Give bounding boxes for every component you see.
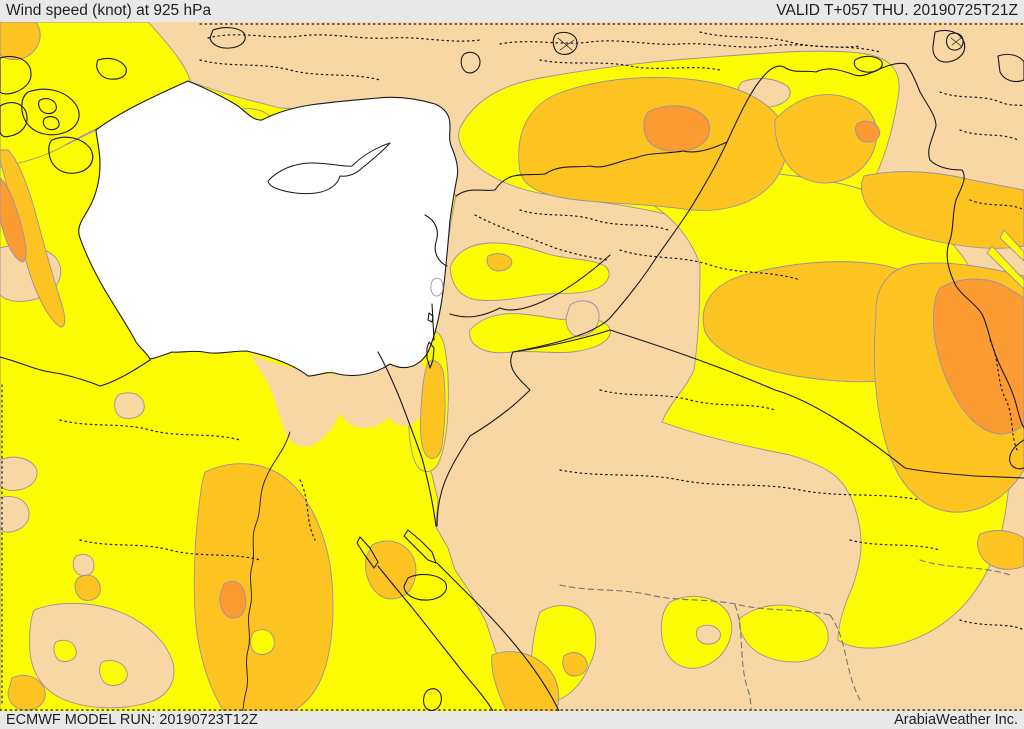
band-region-yellow-hole-saudi xyxy=(250,629,275,655)
band-region-tan-egypt-south xyxy=(29,603,175,709)
border-jordan-saudi xyxy=(436,351,531,527)
calm-area-mediterranean xyxy=(78,80,459,377)
band-region-tan-egypt-5 xyxy=(72,554,95,577)
border-turkey-syria-iran xyxy=(455,62,1024,429)
calm-area-marmara-west xyxy=(96,57,127,80)
island-aegean-1 xyxy=(38,98,57,115)
lake-tuz xyxy=(552,31,578,55)
calm-area-ne-corner xyxy=(997,53,1024,83)
band-region-orange-eturkey xyxy=(855,120,881,143)
coast-egypt-west xyxy=(0,356,151,387)
calm-area-aegean-1 xyxy=(0,55,32,95)
band-region-gold-nw-saudi xyxy=(193,463,334,711)
border-israel-egypt xyxy=(377,351,437,527)
band-region-gold-redsea-coast xyxy=(491,651,560,711)
lake-urmia-hatch xyxy=(950,37,962,47)
calm-area-north-red-sea xyxy=(403,573,447,601)
calm-area-gulf-of-suez xyxy=(356,536,379,569)
band-region-gold-damascus-spot xyxy=(486,253,513,272)
calm-area-dead-sea xyxy=(426,341,435,369)
band-region-tan-egypt-4 xyxy=(114,392,145,419)
lake-tuz-hatch xyxy=(557,37,575,51)
band-region-yellow-bottom-3 xyxy=(738,604,829,663)
band-region-gold-east-turkey xyxy=(774,94,878,184)
border-syria-jordan xyxy=(449,254,611,318)
valid-time-label: VALID T+057 THU. 20190725T21Z xyxy=(776,2,1018,20)
band-region-tan-egypt-2 xyxy=(0,456,38,491)
band-region-orange-hejaz xyxy=(219,580,247,619)
band-region-gold-egypt-spot xyxy=(74,574,101,601)
band-region-gold-gulf-south xyxy=(977,530,1024,570)
river-nile xyxy=(241,431,291,711)
band-region-tan-hole-bottom2 xyxy=(695,624,721,645)
calm-area-lake-urmia xyxy=(932,29,966,63)
calm-area-sea-of-galilee xyxy=(427,312,434,323)
band-region-tan-egypt-3 xyxy=(0,496,30,533)
model-run-label: ECMWF MODEL RUN: 20190723T12Z xyxy=(6,711,258,728)
island-aegean-2 xyxy=(42,116,60,131)
band-region-orange-gulf xyxy=(932,278,1024,435)
band-region-orange-aegean-core xyxy=(0,177,27,263)
dotted-lines xyxy=(0,23,1024,711)
band-region-orange-nsyria xyxy=(643,105,710,152)
band-region-tan-nile-delta xyxy=(250,354,343,447)
band-region-tan-israel-inland xyxy=(377,347,428,426)
island-cyprus xyxy=(267,142,391,195)
band-region-yellow-hole-b xyxy=(99,660,128,686)
band-region-gold-bottom-spot xyxy=(562,652,588,677)
coast-persian-gulf xyxy=(1009,439,1024,470)
dashed-lines xyxy=(559,559,1011,711)
band-region-gold-jordan-core xyxy=(420,360,446,459)
border-lebanon xyxy=(424,214,448,267)
band-region-yellow-zagros-stripe-2 xyxy=(986,245,1024,290)
calm-area-lake-beysehir xyxy=(460,51,481,74)
border-jordan-river xyxy=(431,303,435,341)
band-region-gold-sinai xyxy=(365,540,417,600)
calm-area-damascus xyxy=(430,277,444,297)
band-region-gold-egypt-sw xyxy=(7,674,46,711)
border-syria-iraq xyxy=(512,141,728,353)
band-region-yellow-zagros-stripe-1 xyxy=(999,229,1024,262)
coast-red-sea-east xyxy=(436,562,560,711)
lake-urmia-island xyxy=(945,32,964,51)
coast-red-sea-west xyxy=(377,565,494,711)
brand-label: ArabiaWeather Inc. xyxy=(894,711,1018,728)
border-lines xyxy=(0,62,1024,711)
calm-area-marmara xyxy=(209,27,246,49)
header-bar: Wind speed (knot) at 925 hPa VALID T+057… xyxy=(0,0,1024,22)
map-title: Wind speed (knot) at 925 hPa xyxy=(6,2,212,20)
border-iraq-saudi xyxy=(512,329,1024,479)
band-region-yellow-hole-a xyxy=(53,639,77,662)
band-region-gold-ne-iraq xyxy=(861,171,1024,249)
calm-area-aegean-2 xyxy=(0,102,28,138)
calm-area-gulf-of-aqaba xyxy=(403,529,437,564)
calm-area-aegean-4 xyxy=(48,136,94,174)
calm-area-aegean-3 xyxy=(21,88,80,136)
footer-bar: ECMWF MODEL RUN: 20190723T12Z ArabiaWeat… xyxy=(0,711,1024,729)
